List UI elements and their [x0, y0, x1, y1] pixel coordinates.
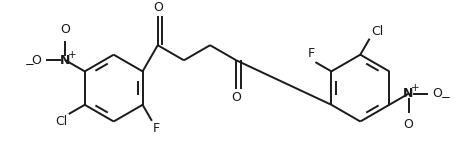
Text: O: O	[32, 54, 42, 67]
Text: O: O	[404, 118, 413, 131]
Text: Cl: Cl	[372, 25, 384, 38]
Text: N: N	[60, 54, 71, 67]
Text: O: O	[231, 91, 241, 104]
Text: −: −	[25, 58, 35, 71]
Text: −: −	[441, 91, 451, 104]
Text: O: O	[153, 1, 163, 14]
Text: +: +	[411, 83, 419, 94]
Text: O: O	[432, 87, 442, 100]
Text: Cl: Cl	[55, 115, 67, 128]
Text: N: N	[403, 87, 414, 100]
Text: F: F	[308, 47, 315, 60]
Text: O: O	[61, 23, 70, 36]
Text: F: F	[153, 122, 160, 135]
Text: +: +	[68, 50, 76, 60]
